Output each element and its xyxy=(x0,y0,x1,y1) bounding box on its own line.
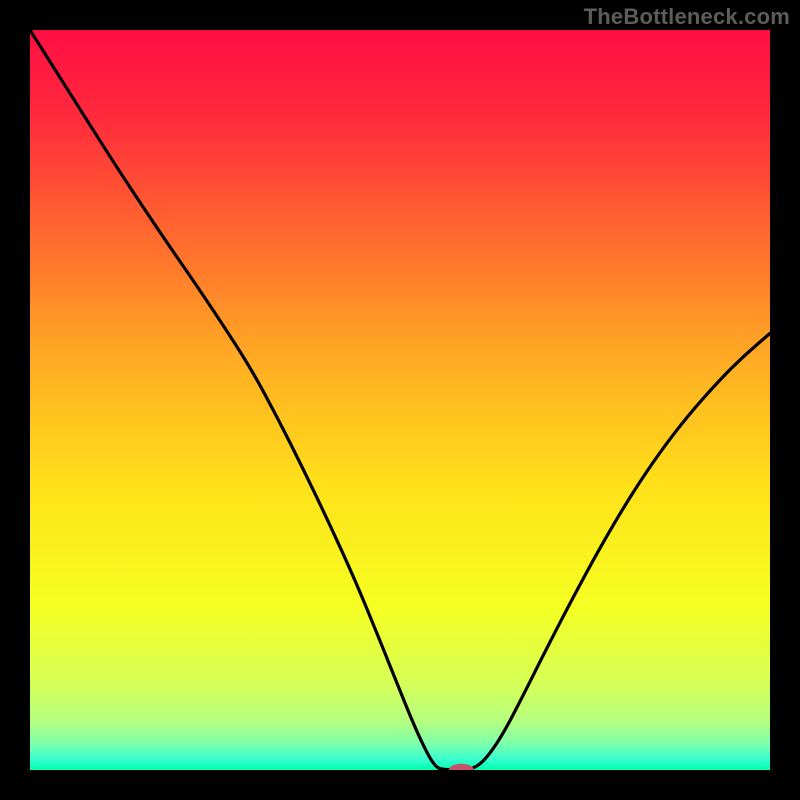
plot-area xyxy=(30,30,770,770)
chart-container: TheBottleneck.com xyxy=(0,0,800,800)
bottleneck-curve xyxy=(30,30,770,770)
optimal-marker xyxy=(449,764,474,770)
bottleneck-curve-layer xyxy=(30,30,770,770)
watermark-text: TheBottleneck.com xyxy=(584,4,790,30)
